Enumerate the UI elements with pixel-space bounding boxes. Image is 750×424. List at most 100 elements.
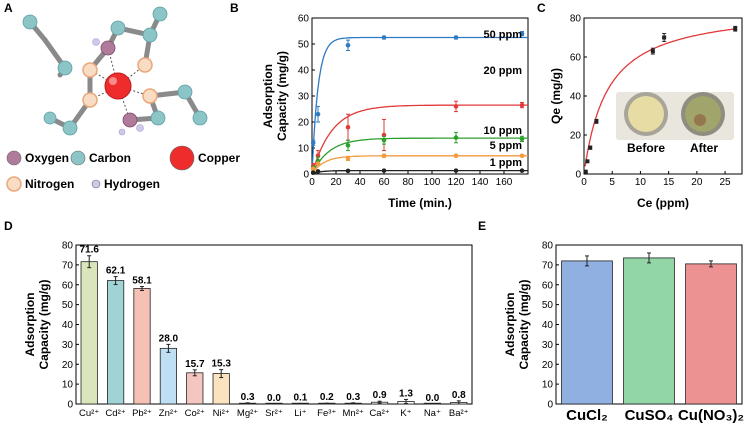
y-tick-label: 20 (62, 360, 74, 371)
panel-b-label: B (230, 1, 239, 15)
legend-swatch-nitrogen (6, 176, 22, 192)
category-label: Ba²⁺ (449, 408, 469, 419)
salt-comparison-chart: 0 10 20 30 40 50 60 70 80 AdsorptionCapacity (mg/… (503, 241, 744, 424)
series-label: 1 ppm (490, 157, 523, 169)
y-tick-label: 0 (547, 400, 553, 411)
data-point (315, 169, 321, 174)
after-dish (685, 96, 721, 132)
legend-label-carbon: Carbon (89, 151, 131, 165)
category-label: Sr²⁺ (265, 408, 283, 419)
category-label: CuCl₂ (566, 407, 608, 424)
data-point (310, 166, 316, 172)
bar (423, 402, 441, 405)
bar-value-label: 0.3 (346, 392, 360, 403)
bar-value-label: 71.6 (79, 245, 99, 256)
legend-swatch-carbon (70, 150, 86, 166)
y-axis-label-line: Adsorption (503, 293, 517, 357)
y-tick-label: 30 (542, 340, 554, 351)
y-tick-label: 60 (298, 14, 310, 25)
data-point (381, 35, 387, 40)
x-axis-label: Ce (ppm) (637, 196, 689, 210)
x-tick-label: 20 (330, 177, 342, 188)
x-tick-label: 140 (472, 177, 489, 188)
data-point (519, 136, 525, 142)
x-tick-label: 160 (496, 177, 513, 188)
y-tick-label: 10 (62, 380, 74, 391)
bar-value-label: 28.0 (159, 333, 179, 344)
category-label: Co²⁺ (185, 408, 205, 419)
data-point (519, 153, 525, 159)
category-label: Mn²⁺ (343, 408, 364, 419)
bar (107, 280, 125, 405)
data-point (519, 31, 525, 36)
x-tick-label: 80 (402, 177, 414, 188)
bar (561, 260, 613, 405)
y-tick-label: 40 (298, 66, 310, 77)
data-point (345, 143, 351, 148)
y-tick-label: 20 (542, 360, 554, 371)
y-axis-label-line: Adsorption (261, 64, 275, 128)
langmuir-fit-curve (584, 28, 737, 167)
category-label: Fe³⁺ (317, 408, 336, 419)
bar (133, 288, 151, 405)
y-axis-label: AdsorptionCapacity (mg/g) (503, 279, 531, 369)
y-tick-label: 40 (62, 320, 74, 331)
legend-label-copper: Copper (198, 151, 240, 165)
data-point (453, 104, 459, 109)
x-tick-label: 25 (720, 177, 732, 188)
series-label: 5 ppm (490, 140, 523, 152)
category-label: Cu²⁺ (79, 408, 99, 419)
data-point (519, 168, 525, 173)
legend-label-oxygen: Oxygen (25, 151, 69, 165)
series-label: 20 ppm (483, 65, 522, 77)
data-point (345, 43, 351, 48)
panel-e: E 0 10 20 30 40 50 60 70 80 AdsorptionCapacity (m… (478, 219, 744, 424)
y-axis-label-line: Capacity (mg/g) (275, 51, 289, 141)
bar (265, 402, 283, 405)
copper-atom (104, 72, 132, 100)
category-label: Ni²⁺ (213, 408, 230, 419)
atom-legend: Oxygen Carbon Copper Nitrogen Hydrogen (6, 145, 240, 192)
series-label: 10 ppm (483, 125, 522, 137)
y-axis-label-line: Adsorption (23, 293, 37, 357)
category-label: Li⁺ (294, 408, 306, 419)
kinetics-chart: 0 20 40 60 80 100 120 140 160 0 10 20 30 40 50 60 Time (… (261, 14, 529, 210)
y-tick-label: 50 (542, 300, 554, 311)
category-label: Cd²⁺ (105, 408, 125, 419)
data-point (345, 124, 351, 130)
selectivity-chart: 0 10 20 30 40 50 60 70 80 AdsorptionCapacity (mg/… (23, 241, 473, 419)
bar-value-label: 15.7 (185, 359, 205, 370)
bar-value-label: 15.3 (211, 359, 231, 370)
carbon-atoms (22, 6, 208, 136)
category-label: Cu(NO₃)₂ (678, 407, 744, 424)
y-axis-label: AdsorptionCapacity (mg/g) (23, 279, 51, 369)
bar-value-label: 0.0 (425, 393, 439, 404)
bar (212, 373, 230, 405)
x-tick-label: 15 (663, 177, 675, 188)
y-tick-label: 50 (298, 40, 310, 51)
data-point (453, 135, 459, 140)
data-point (381, 137, 387, 143)
category-label: Zn²⁺ (159, 408, 178, 419)
data-point (519, 102, 525, 108)
y-tick-label: 30 (298, 92, 310, 103)
data-point (453, 153, 459, 159)
y-tick-label: 60 (542, 280, 554, 291)
data-point (453, 168, 459, 173)
data-point (381, 168, 387, 173)
panel-c-label: C (537, 1, 546, 15)
bar (685, 263, 737, 405)
data-point (588, 145, 593, 150)
legend-label-hydrogen: Hydrogen (104, 177, 160, 191)
legend-swatch-oxygen (6, 150, 22, 166)
category-label: Na⁺ (424, 408, 441, 419)
y-axis-label: Qe (mg/g) (549, 68, 563, 124)
y-tick-label: 70 (542, 260, 554, 271)
panel-e-label: E (478, 219, 486, 233)
data-point (453, 35, 459, 40)
panel-d-label: D (4, 219, 13, 233)
y-tick-label: 60 (570, 53, 582, 64)
data-point (585, 159, 590, 164)
x-tick-label: 60 (378, 177, 390, 188)
fit-curve (311, 36, 528, 175)
